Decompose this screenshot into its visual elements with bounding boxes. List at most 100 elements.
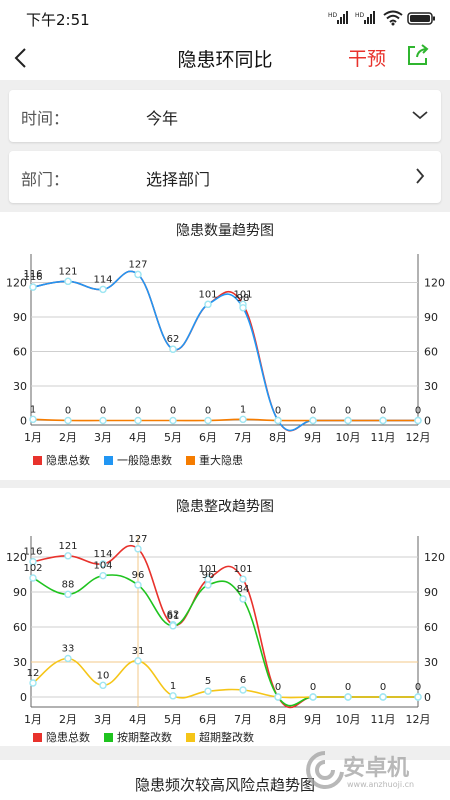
y-tick-label-left: 30 [13,380,27,393]
data-label: 0 [65,406,71,417]
legend-swatch [186,456,195,465]
data-point [274,416,282,425]
y-tick-label-right: 120 [424,277,445,290]
x-tick-label: 4月 [129,431,147,444]
time-filter-value: 今年 [146,109,179,128]
chevron-down-icon [412,111,428,120]
x-tick-label: 11月 [371,431,396,444]
data-label: 127 [128,259,147,270]
legend-swatch [33,456,42,465]
legend-label: 一般隐患数 [117,454,172,467]
data-label: 0 [345,682,351,693]
x-tick-label: 5月 [164,713,182,726]
data-point [29,415,37,424]
data-label: 101 [233,289,252,300]
chart-title: 隐患整改趋势图 [176,499,274,515]
data-point [414,693,422,701]
wifi-icon [383,10,403,26]
data-label: 116 [23,269,42,280]
data-point [99,285,107,294]
intervene-button[interactable]: 干预 [348,48,387,70]
series-line [32,418,418,422]
x-tick-label: 2月 [59,713,77,726]
nav-bar: 隐患环同比 干预 [0,36,450,80]
data-label: 102 [23,563,42,574]
data-point [239,415,247,424]
legend-label: 按期整改数 [117,730,172,744]
risk-point-trend-card: 隐患频次较高风险点趋势图 [0,760,450,800]
x-tick-label: 1月 [24,713,42,726]
data-label: 0 [345,406,351,417]
x-tick-label: 8月 [269,713,287,726]
x-tick-label: 11月 [371,713,396,726]
battery-icon [407,12,435,25]
department-filter-label: 部门： [21,170,70,189]
department-filter-value: 选择部门 [146,170,211,189]
data-point [309,693,317,701]
data-point [414,416,422,425]
status-time: 下午2:51 [26,11,90,29]
chart-title: 隐患频次较高风险点趋势图 [134,776,315,794]
y-tick-label-left: 90 [13,586,27,599]
legend-label: 重大隐患 [199,453,243,467]
data-label: 10 [97,670,110,681]
data-label: 116 [23,272,42,283]
y-tick-label-right: 90 [424,311,438,324]
data-point [239,686,247,694]
department-filter[interactable]: 部门： 选择部门 [9,151,441,203]
y-tick-label-left: 60 [13,346,27,359]
data-point [64,552,72,560]
data-label: 116 [23,547,42,558]
data-label: 0 [205,406,211,417]
y-tick-label-left: 60 [13,621,27,634]
data-label: 0 [380,406,386,417]
data-point [99,571,107,580]
data-label: 104 [93,561,112,572]
data-label: 114 [93,549,112,560]
data-label: 12 [27,668,40,679]
x-tick-label: 1月 [24,431,42,444]
data-label: 0 [275,406,281,417]
svg-text:HD: HD [355,12,365,19]
data-point [204,687,212,695]
data-point [29,679,37,687]
data-point [169,692,177,700]
legend-label: 隐患总数 [46,730,90,744]
data-point [99,681,107,690]
data-point [239,575,247,583]
time-filter[interactable]: 时间： 今年 [9,90,441,142]
data-label: 1 [170,681,176,692]
data-label: 121 [58,266,77,277]
data-label: 84 [237,584,250,595]
series-line [32,657,418,699]
y-tick-label-left: 90 [13,311,27,324]
data-point [134,545,142,553]
data-label: 0 [275,682,281,693]
data-point [134,581,142,589]
data-point [309,416,317,425]
x-tick-label: 10月 [336,431,361,444]
legend-swatch [186,733,195,742]
data-label: 96 [132,570,145,581]
data-point [29,557,37,566]
data-label: 0 [100,406,106,417]
data-label: 121 [58,541,77,552]
x-tick-label: 3月 [94,431,112,444]
x-tick-label: 9月 [304,431,322,444]
legend-swatch [104,456,113,465]
y-tick-label-right: 120 [424,551,445,564]
data-point [29,283,37,291]
back-arrow-icon[interactable] [10,46,34,70]
data-point [379,416,387,425]
data-point [344,693,352,701]
hd-signal-icon: HD [355,11,375,24]
chevron-right-icon [416,168,425,184]
y-tick-label-left: 30 [13,656,27,669]
x-tick-label: 4月 [129,713,147,726]
data-label: 98 [237,293,250,304]
y-tick-label-right: 30 [424,380,438,393]
data-point [344,416,352,425]
share-icon[interactable] [405,42,431,68]
